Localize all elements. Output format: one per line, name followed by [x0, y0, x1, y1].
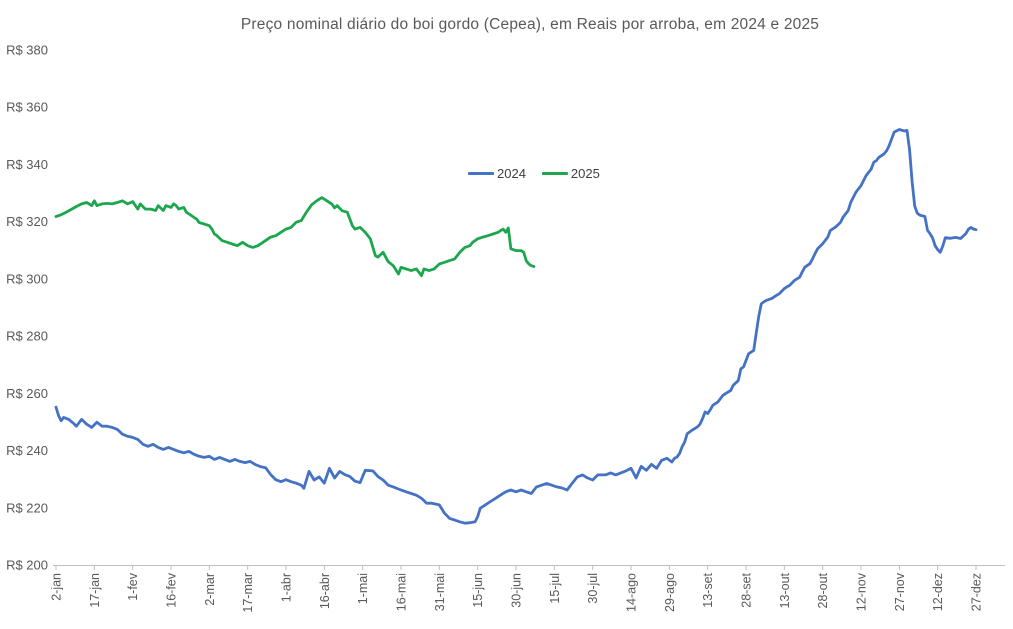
legend: 2024 2025	[468, 166, 600, 181]
y-axis-label: R$ 320	[6, 214, 48, 229]
series-line-2024	[54, 128, 978, 525]
legend-item-2024: 2024	[468, 166, 526, 181]
x-axis-label: 13-set	[701, 572, 715, 607]
x-axis-label: 31-mai	[433, 573, 447, 611]
y-axis-label: R$ 260	[6, 386, 48, 401]
x-axis-label: 29-ago	[663, 573, 677, 612]
series-line-2025	[54, 196, 536, 278]
x-axis-label: 16-fev	[165, 572, 179, 607]
x-axis-label: 27-dez	[970, 573, 984, 611]
y-axis-label: R$ 340	[6, 157, 48, 172]
x-axis-label: 28-out	[816, 572, 830, 608]
x-axis-label: 15-jul	[548, 573, 562, 604]
y-axis-label: R$ 300	[6, 271, 48, 286]
y-axis-label: R$ 240	[6, 443, 48, 458]
x-axis-label: 14-ago	[625, 573, 639, 612]
legend-label-2025: 2025	[570, 166, 600, 181]
x-axis-label: 16-mai	[395, 573, 409, 611]
x-axis-label: 30-jun	[510, 573, 524, 608]
chart-title: Preço nominal diário do boi gordo (Cepea…	[240, 16, 820, 33]
y-axis-label: R$ 200	[6, 558, 48, 573]
x-axis-label: 17-jan	[88, 573, 102, 608]
x-axis-label: 13-out	[778, 572, 792, 608]
x-axis-label: 1-fev	[126, 572, 140, 601]
x-axis-label: 12-dez	[931, 573, 945, 611]
legend-line-swatch-2025	[541, 172, 568, 175]
x-axis-label: 16-abr	[318, 573, 332, 609]
x-axis-label: 15-jun	[471, 573, 485, 608]
x-axis-label: 1-mai	[356, 573, 370, 604]
x-axis-label: 17-mar	[241, 573, 255, 613]
legend-item-2025: 2025	[541, 166, 600, 181]
x-axis-label: 28-set	[740, 572, 754, 607]
y-axis-label: R$ 360	[6, 100, 48, 115]
y-axis-label: R$ 220	[6, 500, 48, 515]
legend-label-2024: 2024	[497, 166, 526, 181]
x-axis-label: 1-abr	[280, 573, 294, 602]
x-axis-label: 2-jan	[50, 573, 64, 601]
y-axis-label: R$ 280	[6, 329, 48, 344]
x-axis-label: 30-jul	[586, 573, 600, 604]
legend-line-swatch-2024	[468, 172, 494, 175]
x-axis-label: 12-nov	[855, 572, 869, 611]
x-axis-label: 2-mar	[203, 573, 217, 606]
y-axis-label: R$ 380	[6, 43, 48, 58]
x-axis-label: 27-nov	[893, 572, 907, 611]
